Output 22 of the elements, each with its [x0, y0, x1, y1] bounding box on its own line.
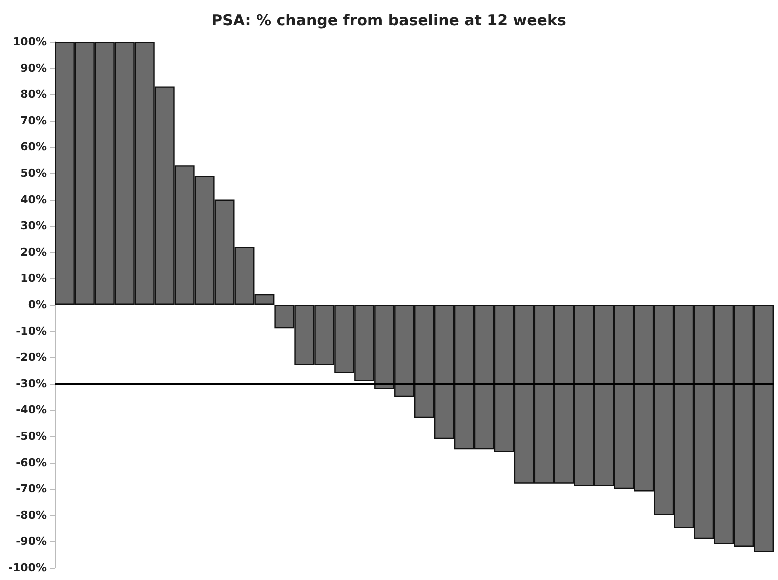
- y-tick-label: -70%: [16, 482, 47, 496]
- y-tick-label: 80%: [20, 88, 47, 102]
- y-tick-label: 100%: [13, 36, 47, 48]
- y-tick-label: -100%: [8, 562, 47, 574]
- y-tick-label: 90%: [20, 62, 47, 75]
- y-tick-label: 30%: [20, 220, 47, 233]
- y-tick-label: -20%: [16, 351, 47, 364]
- y-tick-label: 70%: [20, 114, 47, 128]
- y-tick-label: 10%: [20, 272, 47, 286]
- y-tick-label: -80%: [16, 508, 47, 522]
- y-tick-label: -90%: [16, 535, 47, 548]
- y-tick-label: 60%: [20, 140, 47, 154]
- y-tick-label: 50%: [20, 167, 47, 180]
- y-tick-label: 20%: [20, 246, 47, 259]
- chart-title: PSA: % change from baseline at 12 weeks: [212, 12, 566, 30]
- y-tick-label: -60%: [16, 456, 47, 470]
- y-tick-label: -40%: [16, 404, 47, 417]
- y-tick-label: 40%: [20, 193, 47, 206]
- y-tick-label: 0%: [28, 298, 47, 312]
- y-tick-label: -10%: [16, 324, 47, 338]
- y-tick-label: -50%: [16, 430, 47, 443]
- y-tick-label: -30%: [16, 377, 47, 390]
